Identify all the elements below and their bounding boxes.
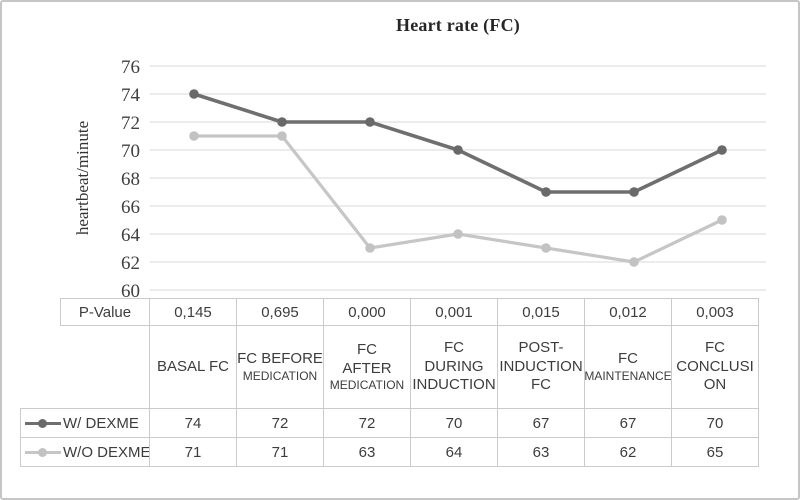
p-value-cell: 0,015 [497,298,585,326]
series-marker-icon [25,447,61,458]
series-row-wo-dexme: W/O DEXME 71 71 63 64 63 62 65 [2,437,798,467]
data-point-marker [717,215,727,225]
series-value-cell: 67 [584,408,672,438]
data-point-marker [541,243,551,253]
category-label: FC DURING INDUCTION [412,338,496,394]
y-tick-label: 70 [121,141,140,162]
y-tick-label: 64 [121,225,141,246]
series-value-cell: 63 [497,437,585,467]
y-tick-label: 66 [121,197,140,218]
data-point-marker [717,145,727,155]
p-value-cells: 0,145 0,695 0,000 0,001 0,015 0,012 0,003 [149,298,759,326]
y-tick-label: 68 [121,169,140,190]
series-value-cell: 72 [236,408,324,438]
category-cell: FC DURING INDUCTION [410,325,498,409]
category-label: BASAL FC [157,357,229,375]
series-legend: W/ DEXME [20,408,150,438]
category-label: POST- INDUCTION FC [499,338,583,394]
series-marker-icon [25,418,61,429]
p-value-row-label: P-Value [60,298,150,326]
y-tick-label: 76 [121,57,140,78]
category-label: FC MAINTENANCE [584,350,672,383]
y-tick-label: 74 [121,85,141,106]
category-cell: FC AFTER MEDICATION [323,325,411,409]
y-tick-label: 72 [121,113,140,134]
data-point-marker [453,229,463,239]
data-point-marker [629,187,639,197]
data-point-marker [629,257,639,267]
series-value-cell: 65 [671,437,759,467]
series-value-cell: 67 [497,408,585,438]
p-value-cell: 0,012 [584,298,672,326]
p-value-row: P-Value 0,145 0,695 0,000 0,001 0,015 0,012 0,… [2,298,798,326]
y-tick-label: 62 [121,253,140,274]
series-value-cell: 64 [410,437,498,467]
series-value-cell: 71 [236,437,324,467]
category-cell: FC BEFORE MEDICATION [236,325,324,409]
data-point-marker [453,145,463,155]
data-point-marker [277,117,287,127]
category-label: FC CONCLUSI ON [676,338,754,394]
series-value-cell: 74 [149,408,237,438]
series-label: W/ DEXME [63,414,139,432]
series-value-cell: 63 [323,437,411,467]
category-cell: FC MAINTENANCE [584,325,672,409]
p-value-cell: 0,695 [236,298,324,326]
series-legend: W/O DEXME [20,437,151,467]
series-line-w-dexme [193,92,723,194]
data-point-marker [189,131,199,141]
y-tick-label: 60 [121,281,140,300]
series-value-cell: 70 [671,408,759,438]
p-value-cell: 0,000 [323,298,411,326]
series-value-cell: 70 [410,408,498,438]
category-cells: BASAL FC FC BEFORE MEDICATION FC AFTER MEDICA… [149,325,759,409]
data-point-marker [365,243,375,253]
category-cell: FC CONCLUSI ON [671,325,759,409]
chart-title: Heart rate (FC) [396,15,520,35]
category-cell: BASAL FC [149,325,237,409]
category-label: FC BEFORE MEDICATION [237,350,323,383]
category-cell: POST- INDUCTION FC [497,325,585,409]
category-row: BASAL FC FC BEFORE MEDICATION FC AFTER MEDICA… [2,325,798,409]
series-line-wo-dexme [194,134,723,264]
data-point-marker [189,89,199,99]
category-label: FC AFTER MEDICATION [329,340,405,393]
data-point-marker [277,131,287,141]
series-label: W/O DEXME [63,443,151,461]
series-value-cell: 62 [584,437,672,467]
p-value-cell: 0,145 [149,298,237,326]
series-row-w-dexme: W/ DEXME 74 72 72 70 67 67 70 [2,408,798,438]
data-point-marker [541,187,551,197]
data-table: P-Value 0,145 0,695 0,000 0,001 0,015 0,012 0,… [2,298,798,470]
data-point-marker [365,117,375,127]
p-value-cell: 0,001 [410,298,498,326]
series-value-cells: 71 71 63 64 63 62 65 [149,437,759,467]
series-value-cells: 74 72 72 70 67 67 70 [149,408,759,438]
p-value-cell: 0,003 [671,298,759,326]
series-value-cell: 71 [149,437,237,467]
series-value-cell: 72 [323,408,411,438]
y-axis-title: heartbeat/minute [73,121,92,235]
line-chart-plot: 60 62 64 66 68 70 72 74 76 heartbeat/minute [73,57,766,300]
